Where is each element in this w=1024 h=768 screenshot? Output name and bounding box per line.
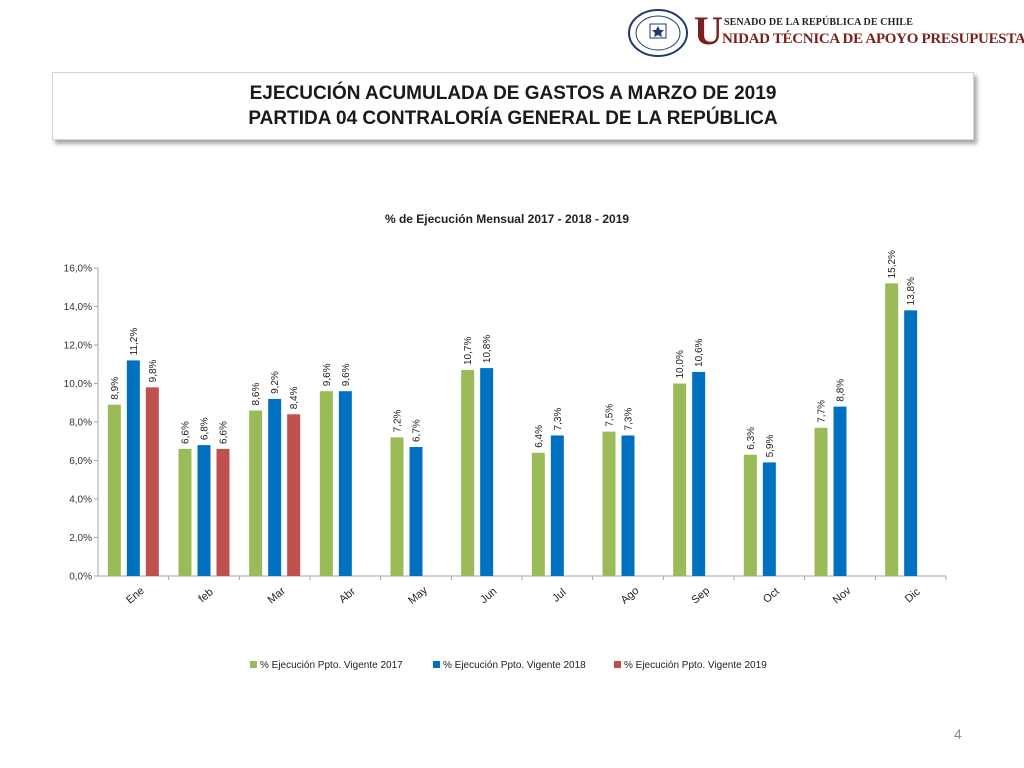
legend-label: % Ejecución Ppto. Vigente 2017 [260,660,403,671]
data-label: 9,8% [148,359,159,382]
x-tick-label: Nov [831,584,854,606]
data-label: 11,2% [129,328,140,356]
y-tick-label: 16,0% [64,264,92,275]
bar [621,435,635,576]
y-tick-label: 4,0% [69,495,92,506]
page-number: 4 [954,726,962,742]
y-tick-label: 2,0% [69,533,92,544]
bar [126,360,140,576]
data-label: 8,9% [110,377,121,400]
data-label: 7,3% [553,408,564,431]
bar [904,310,918,576]
x-tick-label: Mar [266,585,288,607]
data-label: 8,4% [289,386,300,409]
org-line1: SENADO DE LA REPÚBLICA DE CHILE [724,17,913,28]
bar [531,452,545,576]
chart-title: % de Ejecución Mensual 2017 - 2018 - 201… [385,212,629,226]
bar [885,283,899,576]
legend-swatch [250,661,257,668]
data-label: 10,6% [694,338,705,366]
legend-label: % Ejecución Ppto. Vigente 2019 [624,660,767,671]
bar [178,448,192,576]
bar [480,368,494,576]
data-label: 10,8% [482,335,493,363]
x-tick-label: Oct [761,586,782,606]
x-tick-label: feb [196,586,215,605]
data-label: 6,6% [181,421,192,444]
y-tick-label: 10,0% [64,379,92,390]
data-label: 7,7% [817,400,828,423]
bar [390,437,404,576]
legend-label: % Ejecución Ppto. Vigente 2018 [443,660,586,671]
header-logo: U SENADO DE LA REPÚBLICA DE CHILE NIDAD … [628,8,1024,60]
data-label: 7,2% [393,409,404,432]
y-tick-label: 8,0% [69,418,92,429]
bar [692,371,706,576]
y-tick-label: 14,0% [64,302,92,313]
org-line2: NIDAD TÉCNICA DE APOYO PRESUPUESTARIO [722,31,1024,47]
data-label: 7,5% [605,404,616,427]
data-label: 9,2% [270,371,281,394]
org-initial: U [694,8,723,53]
bar [249,410,263,576]
x-tick-label: Dic [903,586,923,606]
x-tick-label: Ago [619,585,642,607]
bar [287,414,301,576]
y-tick-label: 0,0% [69,572,92,583]
title-box: EJECUCIÓN ACUMULADA DE GASTOS A MARZO DE… [52,72,974,140]
bar [409,447,423,576]
bar [319,391,333,576]
data-label: 9,6% [341,363,352,386]
legend-swatch [433,661,440,668]
bar [743,454,757,576]
bar [814,427,828,576]
bar [216,448,230,576]
data-label: 10,0% [675,350,686,378]
data-label: 6,7% [412,419,423,442]
data-label: 9,6% [322,363,333,386]
bar [550,435,564,576]
data-label: 8,6% [251,383,262,406]
x-tick-label: Jul [550,587,568,605]
x-tick-label: Abr [337,585,358,605]
data-label: 6,3% [746,427,757,450]
title-line1: EJECUCIÓN ACUMULADA DE GASTOS A MARZO DE… [249,83,777,104]
senado-seal-icon [628,9,688,57]
title-line2: PARTIDA 04 CONTRALORÍA GENERAL DE LA REP… [248,108,778,129]
data-label: 6,8% [200,417,211,440]
data-label: 7,3% [624,408,635,431]
y-tick-label: 12,0% [64,341,92,352]
bar [762,462,776,576]
bar [107,404,121,576]
bar [833,406,847,576]
data-label: 6,6% [219,421,230,444]
data-label: 6,4% [534,425,545,448]
x-tick-label: Jun [478,585,499,606]
data-label: 10,7% [463,337,474,365]
y-tick-label: 6,0% [69,456,92,467]
bar [673,383,687,576]
bar [461,370,475,576]
data-label: 15,2% [887,250,898,278]
x-tick-label: May [406,584,430,607]
bar [145,387,159,576]
x-tick-label: Sep [689,585,712,607]
bar [338,391,352,576]
legend-swatch [614,661,621,668]
bar [268,398,282,576]
x-tick-label: Ene [124,585,147,607]
data-label: 5,9% [765,435,776,458]
data-label: 8,8% [836,379,847,402]
data-label: 13,8% [906,277,917,305]
bar [197,445,211,576]
bar [602,431,616,576]
